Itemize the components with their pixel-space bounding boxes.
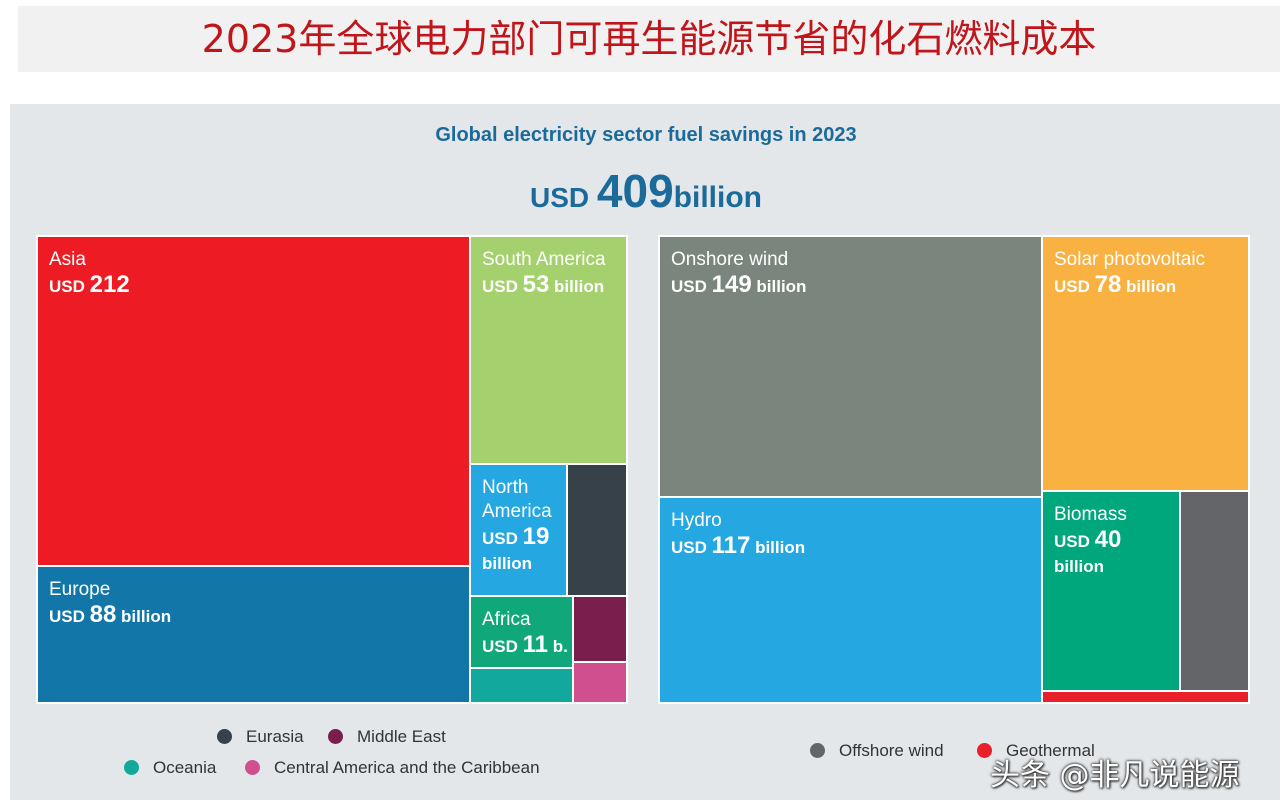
treemap-tile-oceania <box>469 667 574 704</box>
tile-value-unit-solar-photovoltaic: billion <box>1121 277 1176 296</box>
treemap-tile-solar-photovoltaic <box>1041 235 1250 492</box>
tile-label-africa: Africa <box>482 609 531 630</box>
page-title: 2023年全球电力部门可再生能源节省的化石燃料成本 <box>201 17 1097 61</box>
tile-value-africa: USD 11 b. <box>482 631 568 658</box>
tile-value-number-onshore-wind: 149 <box>712 271 752 298</box>
tile-label-biomass: Biomass <box>1054 504 1127 525</box>
legend-label-eurasia: Eurasia <box>246 727 304 746</box>
tile-value-number-africa: 11 <box>523 631 548 658</box>
tile-value-solar-photovoltaic: USD 78 billion <box>1054 271 1176 298</box>
legend-item-offshore-wind: Offshore wind <box>810 741 944 761</box>
tile-value-north-america: USD 19 <box>482 523 549 550</box>
tile-value-number-south-america: 53 <box>523 271 550 298</box>
tile-value-europe: USD 88 billion <box>49 601 171 628</box>
treemap-tile-asia <box>36 235 471 567</box>
tile-value-unit-south-america: billion <box>549 277 604 296</box>
legend-label-oceania: Oceania <box>153 758 217 777</box>
tile-value-number-biomass: 40 <box>1095 526 1122 553</box>
treemap-tile-central-america-and-the-caribbean <box>572 661 628 704</box>
tile-value-prefix-onshore-wind: USD <box>671 277 712 296</box>
treemap-tile-eurasia <box>566 463 628 597</box>
chart-total: USD 409billion <box>0 164 1280 218</box>
tile-value-unit-europe: billion <box>116 607 171 626</box>
tile-value-prefix-hydro: USD <box>671 538 712 557</box>
legend-swatch-geothermal <box>977 743 992 758</box>
tile-value-number-europe: 88 <box>90 601 117 628</box>
treemap-tile-onshore-wind <box>658 235 1043 498</box>
tile-label-onshore-wind: Onshore wind <box>671 249 788 270</box>
legend-label-geothermal: Geothermal <box>1006 741 1095 760</box>
legend-label-middle-east: Middle East <box>357 727 446 746</box>
legend-item-eurasia: Eurasia <box>217 727 304 747</box>
tile-value-hydro: USD 117 billion <box>671 532 805 559</box>
legend-item-oceania: Oceania <box>124 758 216 778</box>
legend-swatch-middle-east <box>328 729 343 744</box>
tile-value-biomass: USD 40 <box>1054 526 1121 553</box>
tile-value-number-hydro: 117 <box>712 532 751 559</box>
tile-value-prefix-south-america: USD <box>482 277 523 296</box>
legend-label-offshore-wind: Offshore wind <box>839 741 944 760</box>
tile-label-north-america-line-1: America <box>482 501 552 522</box>
title-bar: 2023年全球电力部门可再生能源节省的化石燃料成本 <box>18 6 1280 72</box>
legend-label-central-america: Central America and the Caribbean <box>274 758 540 777</box>
legend-item-central-america: Central America and the Caribbean <box>245 758 540 778</box>
tile-value-number-asia: 212 <box>90 271 130 298</box>
tile-value-number-solar-photovoltaic: 78 <box>1095 271 1122 298</box>
total-prefix: USD <box>530 182 597 213</box>
tile-value-prefix-solar-photovoltaic: USD <box>1054 277 1095 296</box>
tile-value-unit-north-america: billion <box>482 554 532 573</box>
tile-value-unit-africa: b. <box>548 637 568 656</box>
legend-item-geothermal: Geothermal <box>977 741 1095 761</box>
tile-label-asia: Asia <box>49 249 86 270</box>
treemap-tile-middle-east <box>572 595 628 663</box>
legend-swatch-eurasia <box>217 729 232 744</box>
tile-value-prefix-africa: USD <box>482 637 523 656</box>
treemap-tile-geothermal <box>1041 690 1250 704</box>
tile-value-south-america: USD 53 billion <box>482 271 604 298</box>
tile-label-north-america-line-0: North <box>482 477 528 498</box>
legend-swatch-offshore-wind <box>810 743 825 758</box>
tile-value-onshore-wind: USD 149 billion <box>671 271 806 298</box>
total-unit: billion <box>673 181 762 214</box>
legend-swatch-oceania <box>124 760 139 775</box>
tile-value-unit-biomass: billion <box>1054 557 1104 576</box>
tile-label-hydro: Hydro <box>671 510 722 531</box>
treemap-tile-biomass <box>1041 490 1181 692</box>
treemap-tile-hydro <box>658 496 1043 704</box>
tile-value-asia: USD 212 <box>49 271 130 298</box>
treemap-tile-south-america <box>469 235 628 465</box>
watermark: 头条 @非凡说能源 <box>990 758 1240 793</box>
tile-value-prefix-asia: USD <box>49 277 90 296</box>
treemap-tile-offshore-wind <box>1179 490 1250 692</box>
tile-value-number-north-america: 19 <box>523 523 550 550</box>
chart-title: Global electricity sector fuel savings i… <box>435 124 857 146</box>
tile-value-prefix-north-america: USD <box>482 529 523 548</box>
tile-label-solar-photovoltaic: Solar photovoltaic <box>1054 249 1205 270</box>
treemap-tile-europe <box>36 565 471 704</box>
treemap-tile-africa <box>469 595 574 669</box>
legend-swatch-central-america <box>245 760 260 775</box>
tile-value-unit-hydro: billion <box>750 538 805 557</box>
tile-value-prefix-biomass: USD <box>1054 532 1095 551</box>
tile-value-unit-onshore-wind: billion <box>752 277 807 296</box>
total-value: 409 <box>596 165 674 217</box>
tile-value-prefix-europe: USD <box>49 607 90 626</box>
tile-label-south-america: South America <box>482 249 606 270</box>
legend-item-middle-east: Middle East <box>328 727 446 747</box>
tile-label-europe: Europe <box>49 579 110 600</box>
treemap-tile-north-america <box>469 463 568 597</box>
